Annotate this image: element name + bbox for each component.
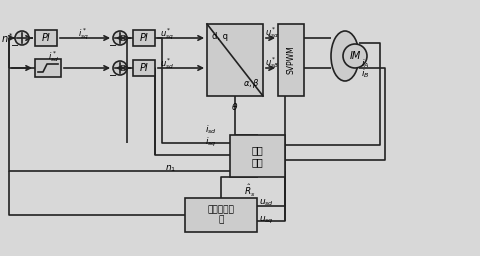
Text: $i_{sq}$: $i_{sq}$	[205, 135, 216, 148]
Bar	[133, 30, 155, 46]
Text: PI: PI	[42, 33, 50, 43]
Text: $u_{sd}$: $u_{sd}$	[259, 198, 274, 208]
Ellipse shape	[331, 31, 359, 81]
Text: $\alpha, \beta$: $\alpha, \beta$	[243, 77, 260, 90]
Text: PI: PI	[140, 63, 148, 73]
Bar	[185, 198, 257, 232]
Text: PI: PI	[140, 33, 148, 43]
Circle shape	[343, 44, 367, 68]
Text: IM: IM	[349, 51, 360, 61]
Text: 定子电阻辨
识: 定子电阻辨 识	[207, 205, 234, 225]
Text: $i_A$: $i_A$	[361, 58, 370, 70]
Text: $-$: $-$	[108, 69, 118, 79]
Text: $\hat{R}_s$: $\hat{R}_s$	[244, 183, 255, 199]
Bar	[278, 24, 304, 96]
Text: $u^*_{sd}$: $u^*_{sd}$	[160, 57, 174, 71]
Bar	[207, 24, 263, 96]
Text: $i_{sd}$: $i_{sd}$	[205, 124, 217, 136]
Text: $u_{sq}$: $u_{sq}$	[259, 215, 274, 226]
Text: $-$: $-$	[108, 39, 118, 49]
Text: SVPWM: SVPWM	[287, 46, 296, 74]
Circle shape	[113, 61, 127, 75]
Text: d, q: d, q	[212, 32, 228, 41]
Bar	[35, 30, 57, 46]
Text: $n^*$: $n^*$	[1, 31, 14, 45]
Text: $i^*_{sd}$: $i^*_{sd}$	[48, 50, 59, 65]
Bar	[35, 59, 61, 77]
Bar	[230, 135, 285, 177]
Text: $i_B$: $i_B$	[361, 68, 370, 80]
Text: 转速
估算: 转速 估算	[252, 145, 264, 167]
Text: $u^*_{s\beta}$: $u^*_{s\beta}$	[265, 55, 279, 71]
Text: $n_1$: $n_1$	[165, 164, 176, 174]
Bar	[133, 60, 155, 76]
Circle shape	[113, 31, 127, 45]
Text: $-$: $-$	[11, 39, 20, 49]
Text: $u^*_{sq}$: $u^*_{sq}$	[160, 26, 174, 42]
Circle shape	[15, 31, 29, 45]
Text: $u^*_{s\alpha}$: $u^*_{s\alpha}$	[265, 26, 279, 40]
Text: $i^*_{sq}$: $i^*_{sq}$	[78, 26, 89, 42]
Text: $\theta$: $\theta$	[231, 101, 239, 112]
